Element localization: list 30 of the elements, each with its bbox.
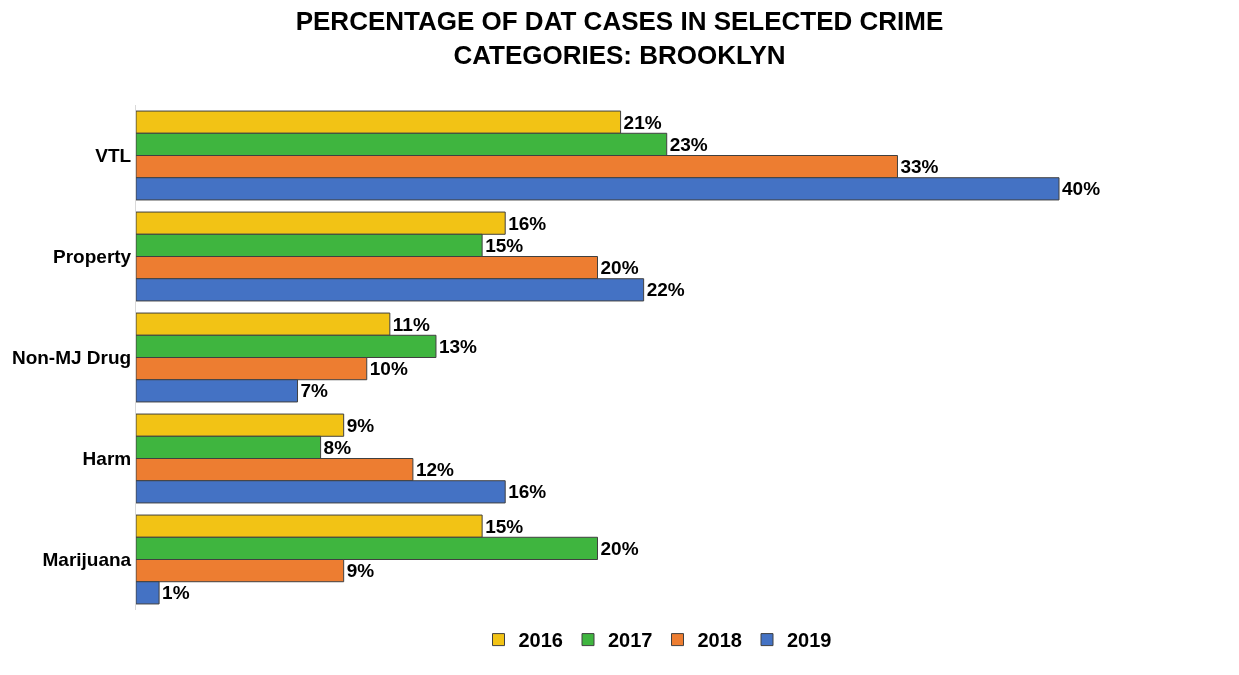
y-tick-label: Property (53, 246, 132, 268)
data-label: 7% (300, 380, 329, 402)
data-label: 33% (900, 156, 939, 178)
y-tick-label: Non-MJ Drug (11, 347, 132, 369)
y-tick-label: Harm (82, 448, 132, 470)
data-label: 20% (600, 537, 639, 559)
data-label: 12% (415, 459, 455, 481)
data-label: 23% (669, 133, 708, 155)
legend-label: 2018 (697, 629, 742, 652)
data-label: 21% (623, 111, 662, 133)
legend-label: 2016 (518, 629, 563, 652)
data-label: 22% (646, 279, 685, 301)
data-label: 20% (600, 257, 639, 279)
data-label: 1% (162, 582, 190, 604)
data-label: 11% (392, 313, 430, 335)
data-label: 8% (323, 436, 352, 458)
data-label: 40% (1062, 178, 1101, 200)
data-label: 16% (508, 212, 547, 234)
data-label: 13% (438, 335, 478, 357)
chart-title: PERCENTAGE OF DAT CASES IN SELECTED CRIME CATEGORIES: BROOKLYN (295, 6, 944, 71)
legend-label: 2019 (787, 629, 832, 652)
data-label: 15% (485, 234, 524, 256)
data-label: 9% (346, 560, 375, 582)
data-label: 9% (346, 414, 375, 436)
data-label: 16% (508, 481, 547, 503)
legend-label: 2017 (608, 629, 653, 652)
y-tick-label: VTL (95, 145, 132, 167)
data-label: 15% (485, 515, 524, 537)
data-label: 10% (369, 358, 408, 380)
y-tick-label: Marijuana (42, 549, 132, 571)
